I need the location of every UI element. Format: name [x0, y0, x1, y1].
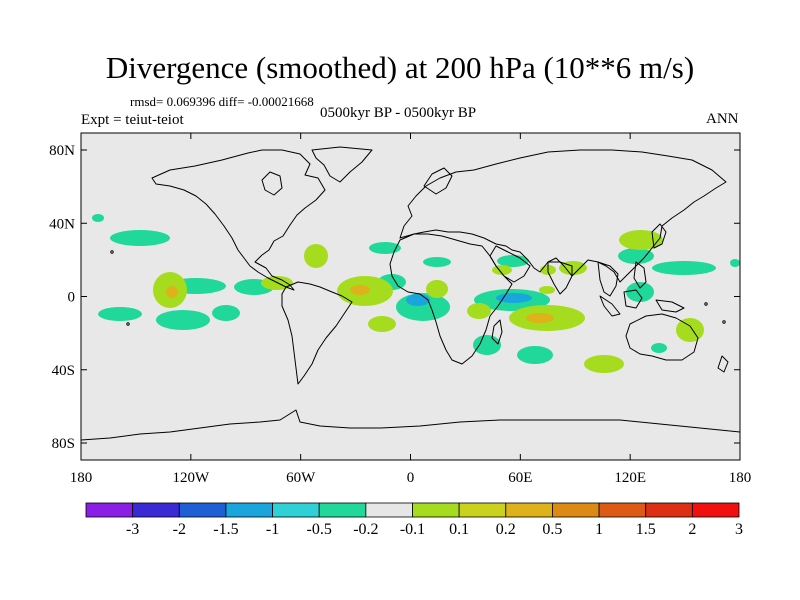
island	[704, 302, 708, 306]
lon-tick-label: 0	[407, 470, 415, 486]
negative-patch	[473, 335, 501, 355]
lon-tick-label: 60W	[286, 470, 316, 486]
positive-patch	[584, 355, 624, 373]
coastline-new-guinea	[655, 299, 685, 313]
negative-patch	[497, 255, 529, 267]
colorbar-label: 3	[735, 521, 743, 538]
period-label: 0500kyr BP - 0500kyr BP	[320, 105, 477, 121]
colorbar-label: -1.5	[213, 521, 238, 538]
colorbar-swatch	[691, 502, 740, 518]
colorbar-label: 0.5	[542, 521, 562, 538]
colorbar-swatch	[365, 502, 413, 518]
coastline-new-zealand	[717, 355, 729, 373]
lat-tick-label: 40N	[49, 216, 75, 232]
coastline-japan	[651, 223, 667, 249]
colorbar-swatch	[85, 502, 134, 518]
lon-tick-label: 180	[70, 470, 93, 486]
lat-tick-label: 80N	[49, 143, 75, 159]
strong-positive-core	[166, 286, 178, 298]
colorbar-swatch	[272, 502, 320, 518]
negative-patch	[730, 259, 740, 267]
coastline-india	[547, 261, 573, 295]
coastline-greenland	[311, 146, 373, 183]
strong-positive-core	[526, 313, 554, 323]
coastline-sumatra	[599, 295, 621, 317]
island	[110, 250, 114, 254]
negative-patch	[651, 343, 667, 353]
colorbar-swatch	[132, 502, 180, 518]
colorbar-label: -0.2	[353, 521, 378, 538]
negative-patch	[98, 307, 142, 321]
coastline-antarctica	[81, 409, 740, 441]
colorbar-swatch	[505, 502, 553, 518]
positive-patch	[467, 303, 491, 319]
coastline-madagascar	[491, 319, 503, 345]
lon-tick-label: 120W	[172, 470, 210, 486]
coastline-scandinavia	[423, 167, 453, 195]
colorbar-label: -3	[126, 521, 139, 538]
negative-patch	[517, 346, 553, 364]
divergence-field	[81, 146, 740, 441]
colorbar-label: 1.5	[636, 521, 656, 538]
lon-tick-label: 180	[729, 470, 752, 486]
island	[722, 320, 726, 324]
island	[126, 322, 130, 326]
experiment-label: Expt = teiut-teiot	[81, 112, 184, 128]
colorbar-label: -0.5	[307, 521, 332, 538]
lon-tick-label: 120E	[614, 470, 646, 486]
positive-patch	[304, 244, 328, 268]
coastline-eurasia	[399, 149, 727, 283]
colorbar-label: 1	[595, 521, 603, 538]
lat-tick-label: 0	[68, 290, 76, 306]
negative-patch	[618, 248, 654, 264]
season-label: ANN	[706, 111, 739, 127]
strong-positive-core	[350, 285, 370, 295]
colorbar-label: -0.1	[400, 521, 425, 538]
negative-patch	[652, 261, 716, 275]
negative-patch	[92, 214, 104, 222]
coastline-north-america	[151, 149, 326, 291]
negative-patch	[110, 230, 170, 246]
colorbar-swatch	[412, 502, 460, 518]
colorbar: -3 -2 -1.5 -1 -0.5 -0.2 -0.1 0.1 0.2 0.5 1 1.5 2 3	[85, 502, 743, 538]
coastline-south-america	[281, 281, 353, 385]
negative-patch	[156, 310, 210, 330]
axis-ticks: 180 120W 60W 0 60E 120E 180 80N 40N 0 40S 80S	[49, 133, 751, 486]
positive-patch	[539, 286, 555, 294]
lat-tick-label: 40S	[52, 363, 75, 379]
colorbar-swatch	[552, 502, 600, 518]
colorbar-swatch	[225, 502, 273, 518]
colorbar-swatch	[318, 502, 367, 518]
colorbar-label: 0.1	[449, 521, 469, 538]
negative-patch	[212, 305, 240, 321]
colorbar-label: -1	[266, 521, 279, 538]
coastline-philippines	[633, 261, 647, 289]
negative-patch	[369, 242, 401, 254]
positive-patch	[676, 318, 704, 342]
plot-title: Divergence (smoothed) at 200 hPa (10**6 …	[105, 50, 695, 85]
colorbar-label: -2	[173, 521, 186, 538]
colorbar-swatch	[598, 502, 647, 518]
coastlines	[81, 146, 740, 441]
strong-negative-core	[406, 294, 430, 306]
negative-patch	[626, 282, 654, 302]
lon-tick-label: 60E	[508, 470, 532, 486]
colorbar-swatch	[645, 502, 693, 518]
coastline-australia	[625, 313, 699, 361]
colorbar-swatch	[458, 502, 507, 518]
positive-patch	[368, 316, 396, 332]
coastline-borneo	[623, 289, 643, 309]
colorbar-swatch	[178, 502, 227, 518]
coastline-indochina	[597, 261, 619, 297]
positive-patch	[426, 280, 448, 298]
coastline-hudson-bay	[261, 171, 283, 196]
colorbar-label: 2	[688, 521, 696, 538]
stats-line: rmsd= 0.069396 diff= -0.00021668	[130, 94, 314, 109]
colorbar-label: 0.2	[496, 521, 516, 538]
coastline-africa	[389, 233, 513, 365]
negative-patch	[423, 257, 451, 267]
lat-tick-label: 80S	[52, 436, 75, 452]
